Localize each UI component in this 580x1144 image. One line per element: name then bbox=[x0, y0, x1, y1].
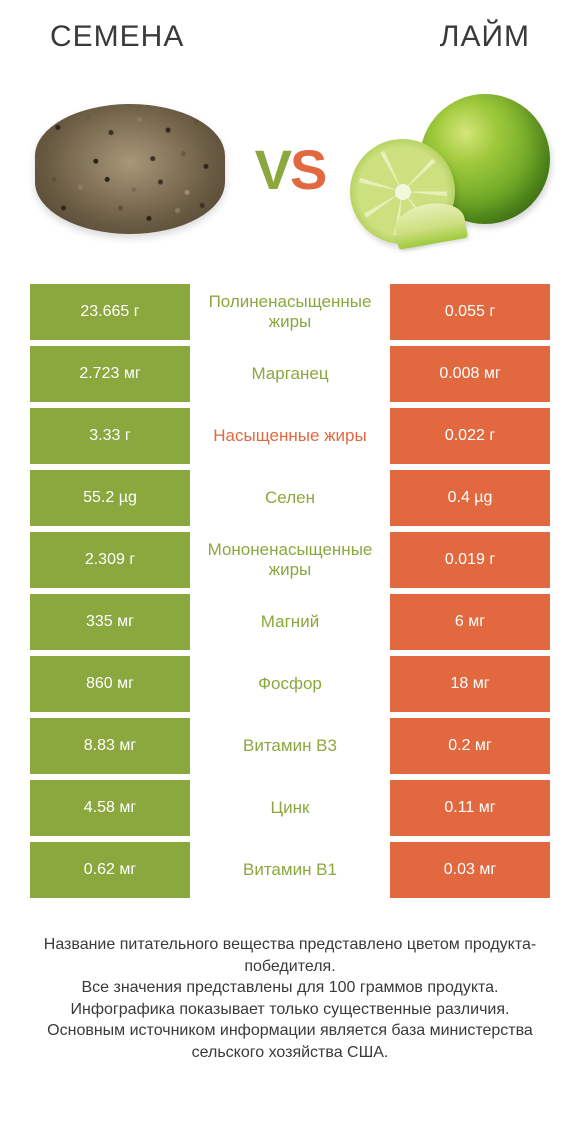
nutrient-label: Витамин B3 bbox=[190, 718, 390, 774]
left-product-image bbox=[30, 84, 230, 254]
nutrient-label: Фосфор bbox=[190, 656, 390, 712]
header: Семена Лайм bbox=[0, 0, 580, 64]
nutrient-label: Полиненасыщенные жиры bbox=[190, 284, 390, 340]
right-product-title: Лайм bbox=[440, 20, 530, 54]
right-value-cell: 0.11 мг bbox=[390, 780, 550, 836]
left-value-cell: 2.309 г bbox=[30, 532, 190, 588]
footer-line: Все значения представлены для 100 граммо… bbox=[20, 977, 560, 999]
nutrient-label: Селен bbox=[190, 470, 390, 526]
right-value-cell: 0.055 г bbox=[390, 284, 550, 340]
vs-badge: VS bbox=[255, 137, 326, 202]
footer-line: Основным источником информации является … bbox=[20, 1020, 560, 1063]
left-value-cell: 335 мг bbox=[30, 594, 190, 650]
nutrient-label: Насыщенные жиры bbox=[190, 408, 390, 464]
table-row: 860 мгФосфор18 мг bbox=[30, 656, 550, 712]
nutrient-label: Витамин B1 bbox=[190, 842, 390, 898]
right-value-cell: 0.2 мг bbox=[390, 718, 550, 774]
left-value-cell: 860 мг bbox=[30, 656, 190, 712]
footer-note: Название питательного вещества представл… bbox=[0, 904, 580, 1064]
chia-seeds-icon bbox=[35, 104, 225, 234]
nutrient-label: Мононенасыщенные жиры bbox=[190, 532, 390, 588]
nutrient-label: Марганец bbox=[190, 346, 390, 402]
vs-letter-v: V bbox=[255, 138, 290, 201]
table-row: 3.33 гНасыщенные жиры0.022 г bbox=[30, 408, 550, 464]
left-value-cell: 8.83 мг bbox=[30, 718, 190, 774]
vs-letter-s: S bbox=[290, 138, 325, 201]
table-row: 2.309 гМононенасыщенные жиры0.019 г bbox=[30, 532, 550, 588]
table-row: 0.62 мгВитамин B10.03 мг bbox=[30, 842, 550, 898]
left-value-cell: 0.62 мг bbox=[30, 842, 190, 898]
right-value-cell: 6 мг bbox=[390, 594, 550, 650]
table-row: 335 мгМагний6 мг bbox=[30, 594, 550, 650]
footer-line: Название питательного вещества представл… bbox=[20, 934, 560, 977]
left-value-cell: 2.723 мг bbox=[30, 346, 190, 402]
footer-line: Инфографика показывает только существенн… bbox=[20, 999, 560, 1021]
images-row: VS bbox=[0, 64, 580, 284]
nutrient-label: Магний bbox=[190, 594, 390, 650]
table-row: 55.2 µgСелен0.4 µg bbox=[30, 470, 550, 526]
right-value-cell: 0.019 г bbox=[390, 532, 550, 588]
table-row: 23.665 гПолиненасыщенные жиры0.055 г bbox=[30, 284, 550, 340]
left-value-cell: 4.58 мг bbox=[30, 780, 190, 836]
right-value-cell: 0.4 µg bbox=[390, 470, 550, 526]
lime-icon bbox=[350, 84, 550, 254]
nutrient-label: Цинк bbox=[190, 780, 390, 836]
table-row: 2.723 мгМарганец0.008 мг bbox=[30, 346, 550, 402]
left-value-cell: 3.33 г bbox=[30, 408, 190, 464]
table-row: 8.83 мгВитамин B30.2 мг bbox=[30, 718, 550, 774]
right-product-image bbox=[350, 84, 550, 254]
right-value-cell: 0.022 г bbox=[390, 408, 550, 464]
left-value-cell: 55.2 µg bbox=[30, 470, 190, 526]
left-product-title: Семена bbox=[50, 20, 184, 54]
table-row: 4.58 мгЦинк0.11 мг bbox=[30, 780, 550, 836]
right-value-cell: 18 мг bbox=[390, 656, 550, 712]
left-value-cell: 23.665 г bbox=[30, 284, 190, 340]
comparison-table: 23.665 гПолиненасыщенные жиры0.055 г 2.72… bbox=[0, 284, 580, 898]
right-value-cell: 0.008 мг bbox=[390, 346, 550, 402]
right-value-cell: 0.03 мг bbox=[390, 842, 550, 898]
